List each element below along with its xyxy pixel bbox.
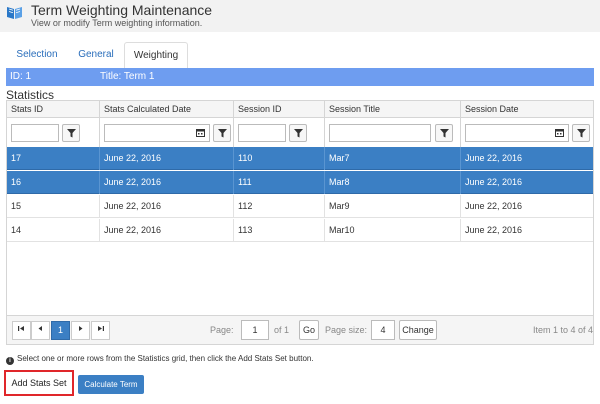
- stats-id-filter-button[interactable]: [62, 124, 80, 142]
- session-date-filter-button[interactable]: [572, 124, 590, 142]
- grid-pager: 1 Page: 1 of 1 Go Page size: 4 Change It…: [7, 315, 593, 344]
- funnel-icon: [67, 129, 76, 138]
- session-date-filter-input[interactable]: [465, 124, 569, 142]
- statistics-grid: Stats ID Stats Calculated Date Session I…: [6, 100, 594, 345]
- filter-cell-session-date: [460, 118, 593, 148]
- funnel-icon: [440, 129, 449, 138]
- instruction-message: Select one or more rows from the Statist…: [17, 354, 314, 363]
- session-title-filter-button[interactable]: [435, 124, 453, 142]
- term-id: ID: 1: [10, 71, 32, 82]
- cell-session-date: June 22, 2016: [460, 219, 593, 242]
- session-id-filter-button[interactable]: [289, 124, 307, 142]
- tab-weighting[interactable]: Weighting: [124, 42, 188, 68]
- add-stats-set-button[interactable]: Add Stats Set: [4, 370, 74, 396]
- filter-cell-session-id: [233, 118, 324, 148]
- change-button[interactable]: Change: [399, 320, 437, 340]
- cell-stats-calculated-date: June 22, 2016: [99, 219, 233, 242]
- prev-page-button[interactable]: [31, 321, 50, 340]
- column-header-stats-id[interactable]: Stats ID: [11, 104, 44, 114]
- cell-session-title: Mar9: [324, 195, 460, 218]
- cell-stats-id: 14: [11, 225, 22, 235]
- column-header-stats-calculated-date[interactable]: Stats Calculated Date: [99, 101, 233, 118]
- tab-selection[interactable]: Selection: [16, 49, 58, 60]
- calendar-icon[interactable]: [192, 124, 208, 142]
- page-title: Term Weighting Maintenance: [31, 2, 213, 18]
- page-number-button[interactable]: 1: [51, 321, 70, 340]
- tab-general[interactable]: General: [78, 49, 114, 60]
- first-page-button[interactable]: [12, 321, 31, 340]
- term-info-bar: ID: 1 Title: Term 1: [6, 68, 594, 86]
- first-page-icon: [18, 326, 24, 331]
- calendar-icon[interactable]: [551, 124, 567, 142]
- filter-cell-stats-calculated-date: [99, 118, 233, 148]
- cell-stats-id: 16: [11, 177, 22, 187]
- cell-stats-id: 17: [11, 153, 22, 163]
- stats-calculated-date-filter-input[interactable]: [104, 124, 210, 142]
- page-label: Page:: [210, 325, 234, 335]
- prev-page-icon: [38, 326, 42, 331]
- filter-cell-session-title: [324, 118, 460, 148]
- page-size-label: Page size:: [325, 325, 368, 335]
- page-count: of 1: [274, 325, 290, 335]
- cell-session-title: Mar10: [324, 219, 460, 242]
- tab-strip: Selection General Weighting: [6, 42, 594, 68]
- table-row[interactable]: 17 June 22, 2016 110 Mar7 June 22, 2016: [7, 147, 593, 170]
- table-row[interactable]: 15 June 22, 2016 112 Mar9 June 22, 2016: [7, 195, 593, 218]
- table-row[interactable]: 16 June 22, 2016 111 Mar8 June 22, 2016: [7, 171, 593, 194]
- items-summary: Item 1 to 4 of 4: [533, 325, 594, 335]
- funnel-icon: [218, 129, 227, 138]
- instruction-text: i Select one or more rows from the Statis…: [6, 354, 314, 365]
- book-icon: [7, 7, 22, 19]
- next-page-icon: [79, 326, 83, 331]
- last-page-button[interactable]: [91, 321, 110, 340]
- session-title-filter-input[interactable]: [329, 124, 431, 142]
- cell-stats-calculated-date: June 22, 2016: [99, 147, 233, 170]
- filter-cell-stats-id: [7, 118, 99, 148]
- cell-session-title: Mar8: [324, 171, 460, 194]
- funnel-icon: [577, 129, 586, 138]
- session-id-filter-input[interactable]: [238, 124, 286, 142]
- cell-session-date: June 22, 2016: [460, 171, 593, 194]
- cell-session-id: 111: [233, 171, 324, 194]
- statistics-heading: Statistics: [6, 88, 55, 102]
- go-button[interactable]: Go: [299, 320, 319, 340]
- cell-session-title: Mar7: [324, 147, 460, 170]
- last-page-icon: [98, 326, 104, 331]
- next-page-button[interactable]: [71, 321, 90, 340]
- cell-stats-calculated-date: June 22, 2016: [99, 171, 233, 194]
- cell-session-id: 112: [233, 195, 324, 218]
- table-row[interactable]: 14 June 22, 2016 113 Mar10 June 22, 2016: [7, 219, 593, 242]
- stats-id-filter-input[interactable]: [11, 124, 59, 142]
- column-header-session-title[interactable]: Session Title: [324, 101, 460, 118]
- column-header-session-id[interactable]: Session ID: [233, 101, 324, 118]
- calculate-term-button[interactable]: Calculate Term: [78, 375, 144, 394]
- column-header-session-date[interactable]: Session Date: [460, 101, 593, 118]
- page-subtitle: View or modify Term weighting informatio…: [31, 18, 203, 28]
- funnel-icon: [294, 129, 303, 138]
- filter-row: [7, 118, 593, 148]
- page-header: Term Weighting Maintenance View or modif…: [0, 0, 600, 32]
- cell-stats-calculated-date: June 22, 2016: [99, 195, 233, 218]
- cell-stats-id: 15: [11, 201, 22, 211]
- page-number-input[interactable]: 1: [241, 320, 269, 340]
- cell-session-id: 110: [233, 147, 324, 170]
- cell-session-date: June 22, 2016: [460, 147, 593, 170]
- page-size-input[interactable]: 4: [371, 320, 395, 340]
- stats-calculated-date-filter-button[interactable]: [213, 124, 231, 142]
- cell-session-date: June 22, 2016: [460, 195, 593, 218]
- cell-session-id: 113: [233, 219, 324, 242]
- info-icon: i: [6, 357, 14, 365]
- grid-header: Stats ID Stats Calculated Date Session I…: [7, 101, 593, 118]
- term-title: Title: Term 1: [100, 71, 155, 82]
